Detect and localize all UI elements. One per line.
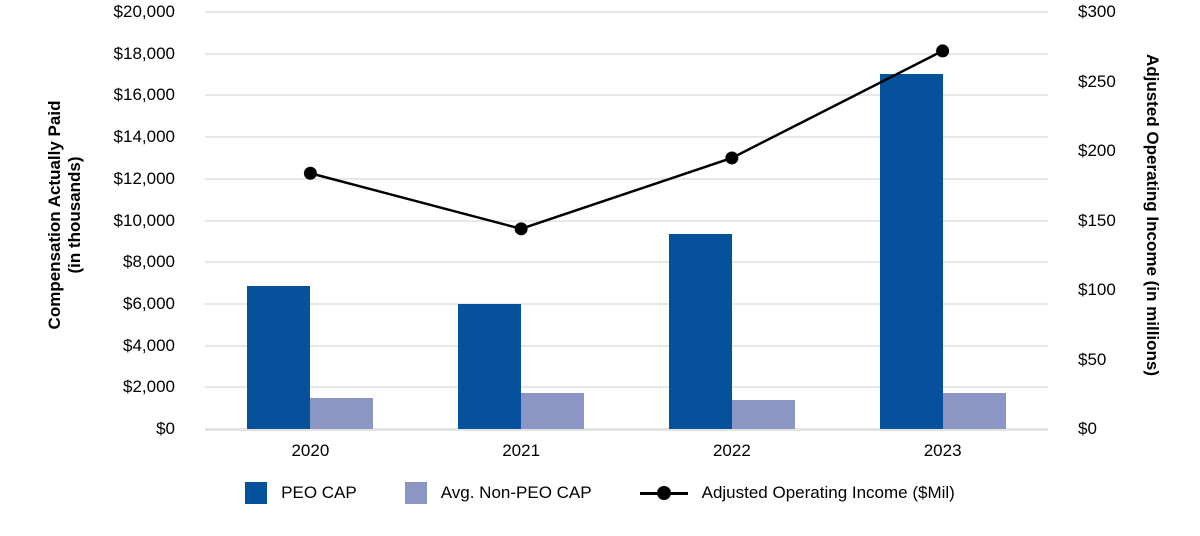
left-axis-title: Compensation Actually Paid (in thousands… [45,101,85,330]
right-axis-tick-label: $200 [1078,141,1116,160]
left-axis-tick-label: $20,000 [113,2,175,21]
line-point-2023 [936,44,950,58]
right-axis-tick-label: $150 [1078,210,1116,230]
gridline [205,386,1048,389]
legend-item-peo-cap: PEO CAP [245,482,357,504]
left-axis-tick-label: $6,000 [123,293,175,313]
line-point-2021 [514,222,528,236]
non-peo-cap-swatch [404,482,427,504]
gridline [205,219,1048,222]
line-point-2022 [725,151,739,165]
line-dot-icon [656,486,671,500]
gridline [205,428,1048,431]
bar-peo-cap-2022 [668,234,732,429]
plot-area [205,11,1048,431]
left-axis-tick-label: $2,000 [123,377,175,397]
left-axis-title-line2: (in thousands) [65,156,84,274]
peo-cap-swatch [245,482,268,504]
right-axis-tick-label: $100 [1078,280,1116,299]
bar-avg-non-peo-cap-2022 [731,399,795,429]
legend-item-adjusted-operating-income: Adjusted Operating Income ($Mil) [639,483,955,503]
gridline [205,344,1048,347]
gridline [205,302,1048,305]
right-axis-tick-label: $250 [1078,71,1116,91]
line-series-adjusted-operating-income [303,44,950,236]
left-axis-tick-label: $12,000 [113,168,175,188]
legend-label-adjusted-operating-income: Adjusted Operating Income ($Mil) [701,483,955,502]
line-marker-icon [639,486,688,500]
line-path [310,49,944,231]
left-axis-title-line1: Compensation Actually Paid [45,100,64,330]
left-axis-tick-label: $8,000 [123,252,175,272]
legend-item-non-peo-cap: Avg. Non-PEO CAP [404,482,592,504]
bar-avg-non-peo-cap-2020 [310,397,374,429]
gridline [205,261,1048,264]
bar-peo-cap-2023 [879,73,943,429]
gridline [205,136,1048,139]
right-axis-tick-label: $0 [1078,419,1097,438]
x-axis-label-2022: 2022 [712,441,751,460]
bar-avg-non-peo-cap-2023 [942,392,1006,429]
x-axis-label-2023: 2023 [923,441,962,460]
left-axis-tick-label: $18,000 [113,43,175,63]
right-axis-title: Adjusted Operating Income (in millions) [1143,53,1162,377]
right-axis-tick-label: $300 [1078,2,1116,21]
left-axis-tick-label: $10,000 [113,210,175,230]
legend-label-non-peo-cap: Avg. Non-PEO CAP [440,483,592,502]
gridline [205,94,1048,97]
gridline [205,177,1048,180]
gridline [205,11,1048,13]
left-axis-tick-label: $4,000 [123,335,175,355]
line-point-2020 [303,166,317,180]
x-axis-label-2020: 2020 [291,441,330,460]
legend: PEO CAP Avg. Non-PEO CAP Adjusted Operat… [0,482,1200,504]
left-axis-tick-label: $16,000 [113,85,175,105]
bar-peo-cap-2020 [247,286,311,429]
right-axis-tick-label: $50 [1078,349,1107,369]
left-axis-tick-label: $0 [156,419,175,438]
bar-avg-non-peo-cap-2021 [521,392,585,429]
x-axis-label-2021: 2021 [502,441,541,460]
gridline [205,52,1048,55]
left-axis-tick-label: $14,000 [113,127,175,147]
legend-label-peo-cap: PEO CAP [281,483,357,502]
bar-peo-cap-2021 [458,303,522,429]
